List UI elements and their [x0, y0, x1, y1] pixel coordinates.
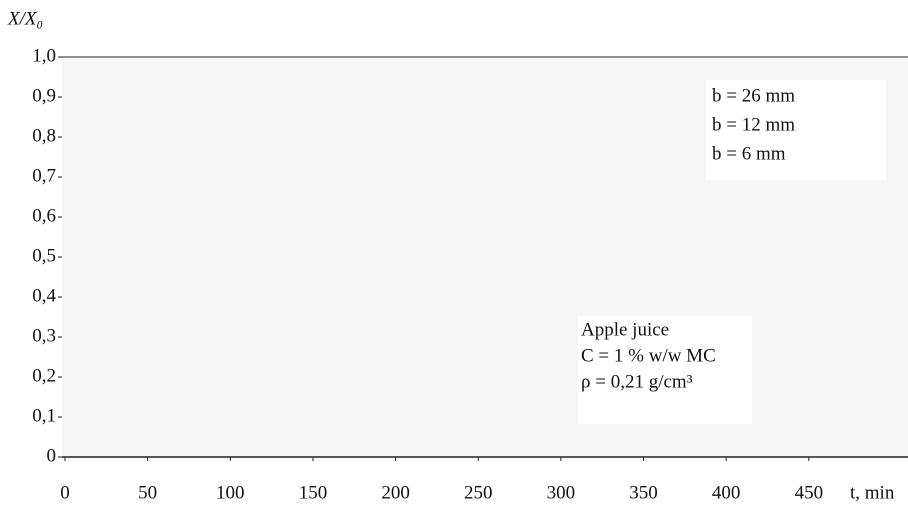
y-tick-label: 0,2 [32, 365, 56, 386]
x-axis-label: t, min [850, 482, 895, 503]
annotation-box [578, 316, 752, 424]
x-tick-label: 400 [712, 482, 741, 503]
annotation: Apple juice [581, 319, 669, 340]
legend-entry: b = 26 mm [712, 85, 795, 106]
x-tick-label: 200 [381, 482, 410, 503]
x-tick-label: 450 [795, 482, 824, 503]
x-tick-label: 100 [216, 482, 245, 503]
x-tick-label: 50 [138, 482, 157, 503]
x-tick-label: 250 [464, 482, 493, 503]
x-tick-label: 0 [60, 482, 70, 503]
x-tick-label: 350 [629, 482, 658, 503]
x-tick-label: 300 [547, 482, 576, 503]
y-axis-label: X/X₀ [7, 8, 43, 29]
y-tick-label: 1,0 [32, 45, 56, 66]
annotation: ρ = 0,21 g/cm³ [581, 371, 693, 392]
annotation: C = 1 % w/w MC [581, 345, 716, 366]
y-tick-label: 0,4 [32, 285, 56, 306]
y-tick-label: 0 [47, 445, 57, 466]
y-tick-label: 0,3 [32, 325, 56, 346]
x-tick-label: 150 [299, 482, 328, 503]
y-tick-label: 0,5 [32, 245, 56, 266]
legend-entry: b = 6 mm [712, 143, 786, 164]
legend-box [706, 80, 886, 180]
y-tick-label: 0,8 [32, 125, 56, 146]
y-tick-label: 0,9 [32, 85, 56, 106]
y-tick-label: 0,6 [32, 205, 56, 226]
y-tick-label: 0,1 [32, 405, 56, 426]
y-tick-label: 0,7 [32, 165, 56, 186]
legend-entry: b = 12 mm [712, 114, 795, 135]
